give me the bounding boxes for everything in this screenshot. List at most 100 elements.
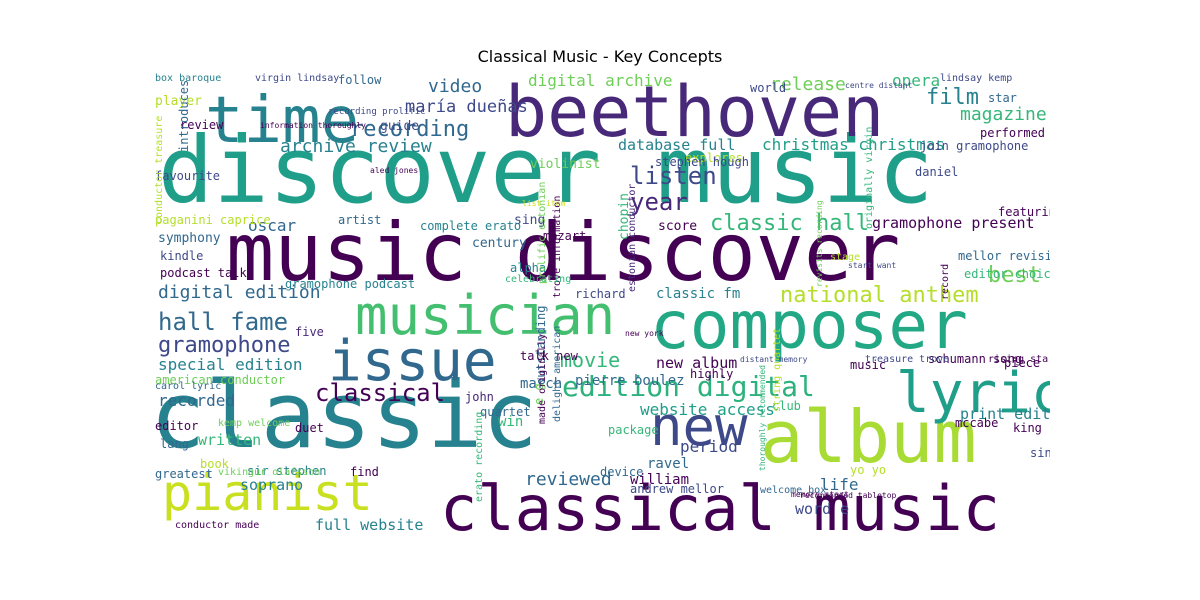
word-american-conductor: american conductor <box>155 373 285 387</box>
word-sir-stephen: sir stephen <box>247 464 326 478</box>
word-king: king <box>1013 421 1042 435</box>
word-ravel: ravel <box>647 456 689 472</box>
word-new: new <box>650 395 748 458</box>
word-editor: editor <box>155 419 198 433</box>
word-favourite: favourite <box>155 169 220 183</box>
word-rising-star: rising star <box>988 354 1050 365</box>
word-word-e: word e <box>795 500 849 518</box>
word-alpha: alpha <box>510 261 546 275</box>
word-digital-archive: digital archive <box>528 72 673 90</box>
word-print-edition: print edition <box>960 405 1050 423</box>
word-list-item: list item <box>522 199 566 208</box>
word-thoroughly-recommended: thoroughly recommended <box>758 365 767 471</box>
word-treasure-trove: treasure trove <box>865 354 949 365</box>
word-daniel: daniel <box>915 165 958 179</box>
word-recording-prolific: recording prolific <box>328 107 426 117</box>
word-editor-choice: editor choice <box>964 267 1050 281</box>
word-new-york: new york <box>625 329 664 338</box>
word-best: best <box>988 263 1041 288</box>
word-prolific-estonian: prolific estonian <box>537 182 548 284</box>
word-originally-virgin: originally virgin <box>864 127 875 229</box>
word-estonian-conductor: estonian conductor <box>627 184 638 292</box>
word-explores: explores <box>685 151 743 165</box>
word-celebrating: celebrating <box>505 274 571 285</box>
word-featuring: featuring <box>998 205 1050 219</box>
word-life: life <box>820 475 859 494</box>
word-delight-american: delight american <box>552 326 563 422</box>
word-five: five <box>295 325 324 339</box>
word-classic-hall: classic hall <box>710 211 869 236</box>
word-year: year <box>630 188 688 216</box>
chart-title: Classical Music - Key Concepts <box>477 47 723 66</box>
word-maria-duenas: maría dueñas <box>405 97 528 117</box>
word-sing: sing <box>514 213 545 228</box>
word-find: find <box>350 465 379 479</box>
word-vikingur-olafsson: vikingur olafsson <box>218 467 320 478</box>
word-archive-review: archive review <box>280 136 432 157</box>
word-distant-memory: distant memory <box>740 355 808 364</box>
word-performed: performed <box>980 126 1045 140</box>
word-outstanding: outstanding <box>534 306 548 385</box>
word-database-full: database full <box>618 136 735 154</box>
word-movie: movie <box>560 348 620 372</box>
word-star: star <box>988 91 1017 105</box>
word-join-gramophone: join gramophone <box>920 139 1028 153</box>
word-christmas-christmas: christmas christmas <box>762 135 945 154</box>
word-new-album: new album <box>656 354 737 372</box>
word-recorded: recorded <box>158 391 235 410</box>
word-singer: singer <box>1030 446 1050 460</box>
word-start-want: start want <box>848 261 896 270</box>
word-period: period <box>680 437 738 456</box>
word-issue: issue <box>328 329 497 394</box>
word-gramophone-podcast: gramophone podcast <box>285 277 415 291</box>
word-reviewed: reviewed <box>525 469 612 490</box>
word-soprano: soprano <box>240 476 303 494</box>
word-full-website: full website <box>315 516 423 534</box>
word-player: player <box>155 94 202 109</box>
word-symphony: symphony <box>158 231 221 246</box>
word-duet: duet <box>295 421 324 435</box>
word-pierre-boulez: pierre boulez <box>575 373 685 389</box>
word-talk-new: talk new <box>520 349 579 363</box>
word-lyric: lyric <box>896 361 1050 426</box>
word-kemp-welcome: kemp welcome <box>218 418 290 429</box>
word-revisits-recording: revisits recording <box>815 200 824 287</box>
word-beethoven: beethoven <box>505 72 884 153</box>
word-classic-fm: classic fm <box>656 286 740 302</box>
word-opera: opera <box>892 72 940 90</box>
word-memory-start: memory start <box>791 490 849 499</box>
word-pianist: pianist <box>162 464 373 522</box>
word-box-baroque: box baroque <box>155 73 221 84</box>
word-greatest: greatest <box>155 467 213 481</box>
word-introduces: introduces <box>177 80 191 152</box>
word-special-edition: special edition <box>158 355 303 374</box>
word-stage: stage <box>830 252 860 263</box>
word-national-anthem: national anthem <box>780 283 979 308</box>
word-string-quartet: string quartet <box>772 328 783 412</box>
word-video: video <box>428 76 482 97</box>
word-erato-recording: erato recording <box>474 412 485 502</box>
word-oscar: oscar <box>248 216 297 235</box>
word-album: album <box>760 395 977 479</box>
word-classical-music: classical music <box>440 472 1000 542</box>
word-violinist: violinist <box>530 157 600 172</box>
word-yo-yo: yo yo <box>850 463 886 477</box>
word-listen: listen <box>630 162 717 190</box>
word-chopin: chopin <box>617 193 632 240</box>
word-complete-erato: complete erato <box>420 219 521 233</box>
word-composer: composer <box>650 287 968 364</box>
word-century: century <box>472 236 527 251</box>
word-virgin-lindsay: virgin lindsay <box>255 73 339 84</box>
word-discover-music: discover music <box>158 117 933 224</box>
word-magazine: magazine <box>960 104 1047 125</box>
word-recording: recording <box>350 117 469 142</box>
word-hall-fame: hall fame <box>158 308 288 336</box>
word-piece: piece <box>1004 356 1040 370</box>
word-conductor-treasure: conductor treasure <box>154 116 165 224</box>
word-schumann-song: schumann song <box>928 352 1022 366</box>
word-made-originally: made originally <box>537 334 548 424</box>
word-paganini-caprice: paganini caprice <box>155 213 271 227</box>
word-podcast-talk: podcast talk <box>160 266 247 280</box>
word-device: device <box>600 465 643 479</box>
word-highly: highly <box>690 367 733 381</box>
